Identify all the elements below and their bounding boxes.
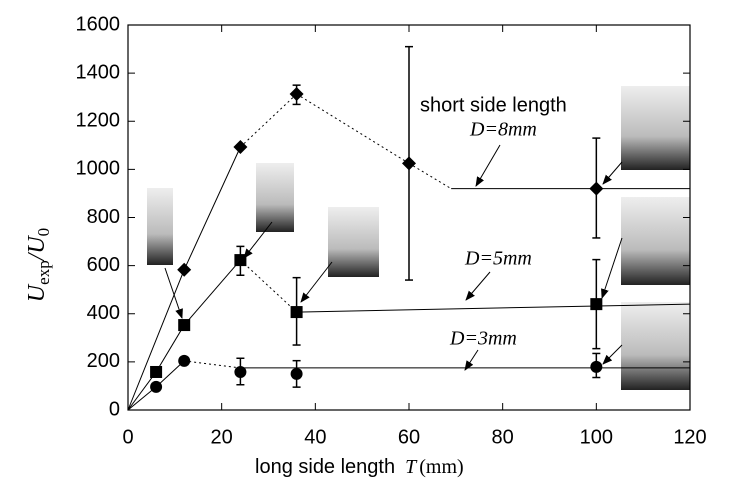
point	[150, 380, 163, 393]
point	[289, 87, 304, 102]
x-tick-label: 60	[398, 426, 420, 448]
x-label: long side length	[255, 456, 395, 478]
y-label: U	[24, 283, 50, 302]
connector	[155, 324, 185, 373]
connector	[408, 162, 452, 190]
x-tick-label: 120	[673, 426, 706, 448]
point	[234, 254, 247, 267]
y-tick-label: 1400	[76, 61, 121, 83]
point	[234, 365, 247, 378]
annotation: D=8mm	[469, 119, 537, 141]
x-tick-label: 40	[304, 426, 326, 448]
connector	[183, 146, 241, 270]
x-tick-label: 80	[492, 426, 514, 448]
photos	[147, 86, 690, 390]
x-unit: (mm)	[419, 456, 463, 478]
y-tick-label: 400	[87, 302, 120, 324]
annotation: D=5mm	[464, 248, 532, 270]
point	[150, 365, 163, 378]
y-tick-label: 800	[87, 206, 120, 228]
x-symbol: T	[405, 456, 418, 478]
point	[177, 262, 192, 277]
y-tick-label: 1200	[76, 110, 121, 132]
connector	[183, 259, 241, 326]
point	[590, 360, 603, 373]
y-tick-label: 600	[87, 254, 120, 276]
connector	[127, 371, 157, 411]
point	[589, 181, 604, 196]
connector	[296, 303, 691, 313]
point	[590, 298, 603, 311]
point	[290, 367, 303, 380]
x-tick-label: 0	[122, 426, 133, 448]
x-axis-label: long side length T (mm)	[255, 456, 464, 479]
connector	[155, 360, 185, 388]
point	[233, 139, 248, 154]
y-tick-label: 0	[109, 398, 120, 420]
annotation: short side length	[420, 94, 567, 116]
point	[402, 156, 416, 171]
point	[178, 354, 191, 367]
y-label: /U	[24, 235, 50, 263]
x-tick-label: 100	[580, 426, 613, 448]
connector	[240, 93, 297, 148]
annotation: D=3mm	[449, 328, 517, 350]
connector	[240, 259, 297, 313]
point	[290, 306, 303, 319]
y-axis-label: Uexp/U0	[24, 228, 53, 302]
connector	[184, 360, 241, 369]
connector	[127, 269, 185, 411]
arrows	[164, 144, 623, 371]
x-tick-label: 20	[211, 426, 233, 448]
y-tick-label: 1600	[76, 13, 121, 35]
y-label: 0	[34, 228, 53, 237]
y-tick-label: 1000	[76, 158, 121, 180]
y-tick-label: 200	[87, 350, 120, 372]
point	[178, 319, 191, 332]
connector	[296, 93, 410, 164]
y-label: exp	[34, 260, 53, 285]
connector	[127, 386, 157, 411]
